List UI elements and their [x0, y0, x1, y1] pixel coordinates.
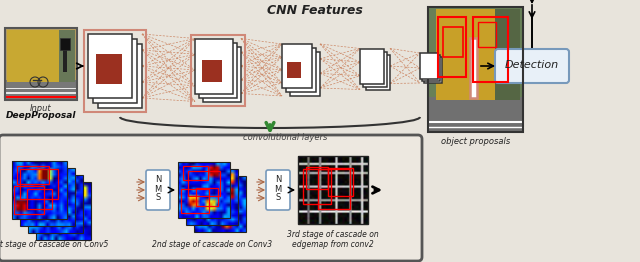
Bar [7, 30, 64, 82]
Bar [428, 7, 523, 132]
Bar [298, 156, 368, 224]
Bar [195, 39, 233, 94]
Bar [20, 168, 75, 226]
Bar [306, 167, 328, 189]
Bar [366, 54, 390, 90]
Bar [199, 42, 237, 97]
Bar [12, 161, 67, 219]
Bar [88, 34, 132, 98]
Text: convolutional layers: convolutional layers [243, 133, 327, 142]
Bar [188, 171, 220, 196]
Bar [36, 182, 91, 240]
Bar [5, 28, 77, 100]
Bar [478, 22, 496, 47]
Bar [203, 46, 241, 101]
Bar [14, 186, 44, 214]
Bar [178, 162, 230, 218]
Bar [96, 54, 122, 84]
Bar [27, 189, 52, 209]
Bar [28, 175, 83, 233]
Bar [93, 39, 137, 103]
Bar [63, 42, 67, 72]
Text: CNN Features: CNN Features [267, 4, 363, 17]
Bar [360, 48, 384, 84]
Bar [424, 57, 442, 83]
Bar [328, 168, 353, 196]
FancyBboxPatch shape [0, 135, 422, 261]
Bar [290, 52, 320, 96]
Bar [363, 52, 387, 86]
Bar [282, 44, 312, 88]
Bar [428, 7, 523, 132]
Text: object proposals: object proposals [441, 137, 510, 146]
Bar [470, 38, 477, 98]
Bar [20, 169, 58, 199]
Text: 1st stage of cascade on Conv5: 1st stage of cascade on Conv5 [0, 240, 108, 249]
Text: DeepProposal: DeepProposal [6, 111, 76, 120]
Bar [183, 166, 208, 180]
Bar [5, 28, 77, 100]
Bar [438, 17, 466, 77]
Bar [287, 62, 301, 78]
Bar [495, 9, 520, 100]
FancyBboxPatch shape [495, 49, 569, 83]
Bar [59, 30, 75, 82]
Bar [318, 169, 350, 209]
Text: Detection: Detection [505, 60, 559, 70]
Text: 3rd stage of cascade on
edgemap from conv2: 3rd stage of cascade on edgemap from con… [287, 230, 379, 249]
FancyBboxPatch shape [146, 170, 170, 210]
FancyBboxPatch shape [266, 170, 290, 210]
Bar [17, 166, 49, 184]
Bar [422, 55, 440, 81]
Bar [60, 38, 70, 50]
Bar [84, 30, 146, 112]
Bar [202, 59, 222, 81]
Bar [428, 97, 523, 132]
Bar [443, 27, 463, 57]
Text: N
M
S: N M S [275, 176, 282, 203]
Bar [473, 17, 508, 82]
Bar [436, 9, 501, 100]
Bar [286, 48, 316, 92]
Bar [303, 169, 331, 204]
Bar [181, 189, 209, 213]
Bar [186, 169, 238, 225]
Bar [98, 44, 142, 108]
Bar [194, 176, 246, 232]
Text: 2nd stage of cascade on Conv3: 2nd stage of cascade on Conv3 [152, 240, 272, 249]
Bar [420, 53, 438, 79]
Bar [196, 188, 218, 206]
Bar [5, 80, 77, 100]
Text: Input: Input [30, 104, 52, 113]
Bar [191, 35, 245, 106]
Text: N
M
S: N M S [154, 176, 162, 203]
